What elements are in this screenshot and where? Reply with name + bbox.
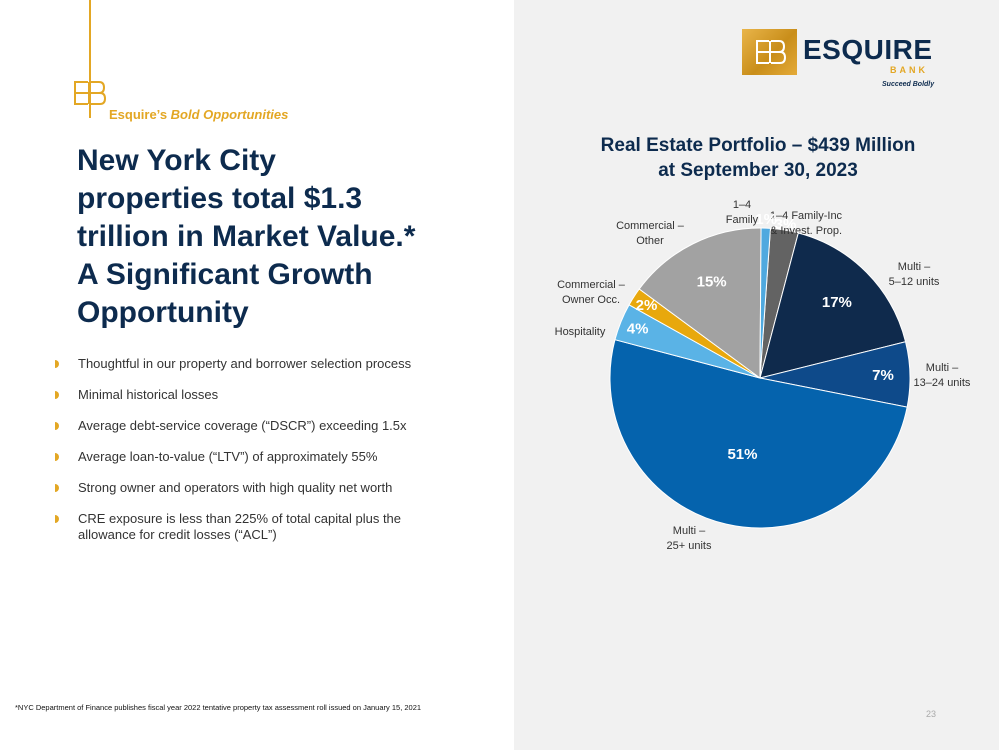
- logo-eb-icon: [756, 40, 787, 64]
- chart-title-line: Real Estate Portfolio – $439 Million: [600, 135, 916, 156]
- bullet-text: Thoughtful in our property and borrower …: [78, 356, 412, 371]
- slice-percent-label: 1%: [755, 211, 777, 228]
- bullet-item: Average loan-to-value (“LTV”) of approxi…: [55, 449, 455, 465]
- bullet-marker-icon: [55, 422, 59, 430]
- logo-mark-icon: [742, 29, 797, 75]
- kicker-prefix: Esquire’s: [109, 107, 168, 122]
- pie-chart: 3%1–4 Family-Inc & Invest. Prop. 17% Multi …: [555, 199, 971, 552]
- slice-category-label: 1–4 Family: [726, 199, 759, 226]
- slice-percent-label: 4%: [627, 321, 649, 338]
- chart-title-line: at September 30, 2023: [658, 160, 858, 181]
- section-kicker: Esquire’s Bold Opportunities: [109, 107, 288, 122]
- page-number: 23: [926, 709, 937, 719]
- logo-name: ESQUIRE: [803, 34, 933, 65]
- bullet-text: CRE exposure is less than 225% of total …: [78, 511, 402, 542]
- bullet-marker-icon: [55, 484, 59, 492]
- footnote: *NYC Department of Finance publishes fis…: [15, 703, 422, 712]
- bullet-list: Thoughtful in our property and borrower …: [55, 356, 455, 543]
- pie-slice: [759, 232, 907, 379]
- pie-slice: [609, 339, 908, 529]
- logo-tagline: Succeed Boldly: [882, 81, 935, 88]
- bullet-item: Thoughtful in our property and borrower …: [55, 356, 455, 372]
- headline-line: properties total $1.3: [77, 182, 363, 215]
- bullet-text: Minimal historical losses: [78, 387, 219, 402]
- slice-category-label: Multi –13–24 units: [914, 362, 971, 389]
- logo-subtitle: BANK: [890, 65, 928, 75]
- slice-percent-label: 7%: [872, 367, 894, 384]
- headline-line: New York City: [77, 144, 276, 177]
- headline: New York City properties total $1.3 tril…: [77, 142, 517, 332]
- bullet-marker-icon: [55, 360, 59, 368]
- bullet-text: Strong owner and operators with high qua…: [78, 480, 393, 495]
- eb-monogram-icon: [74, 81, 106, 105]
- pie-slice: [759, 227, 771, 379]
- bullet-item: Strong owner and operators with high qua…: [55, 480, 455, 496]
- kicker-italic: Bold Opportunities: [170, 107, 289, 122]
- slice-percent-label: 51%: [727, 446, 757, 463]
- headline-line: trillion in Market Value.*: [77, 220, 416, 253]
- slice-percent-label: 3%: [775, 216, 797, 233]
- bullet-marker-icon: [55, 515, 59, 523]
- slice-percent-label: 17%: [822, 294, 852, 311]
- bullet-marker-icon: [55, 453, 59, 461]
- slice-category-label: Multi –25+ units: [667, 525, 712, 552]
- bullet-text: Average loan-to-value (“LTV”) of approxi…: [78, 449, 378, 464]
- slice-percent-label: 15%: [697, 273, 727, 290]
- bullet-marker-icon: [55, 391, 59, 399]
- bullet-item: Average debt-service coverage (“DSCR”) e…: [55, 418, 455, 434]
- slice-percent-label: 2%: [636, 297, 658, 314]
- bullet-item: Minimal historical losses: [55, 387, 455, 403]
- slice-category-label: Commercial – Other: [616, 220, 685, 247]
- gold-accent-line: [89, 0, 91, 118]
- slice-category-label: 1–4 Family-Inc & Invest. Prop.: [770, 210, 843, 237]
- headline-line: Opportunity: [77, 296, 249, 329]
- slice-category-label: Multi –5–12 units: [889, 261, 940, 288]
- pie-slice: [638, 227, 762, 379]
- chart-title: Real Estate Portfolio – $439 Million at …: [578, 133, 938, 183]
- esquire-bank-logo: ESQUIRE BANK Succeed Boldly: [742, 29, 942, 91]
- headline-line: A Significant Growth: [77, 258, 373, 291]
- slice-category-label: Commercial – Owner Occ.: [557, 279, 626, 306]
- bullet-text: Average debt-service coverage (“DSCR”) e…: [78, 418, 407, 433]
- bullet-item: CRE exposure is less than 225% of total …: [55, 511, 428, 543]
- slice-category-label: Hospitality: [555, 326, 606, 338]
